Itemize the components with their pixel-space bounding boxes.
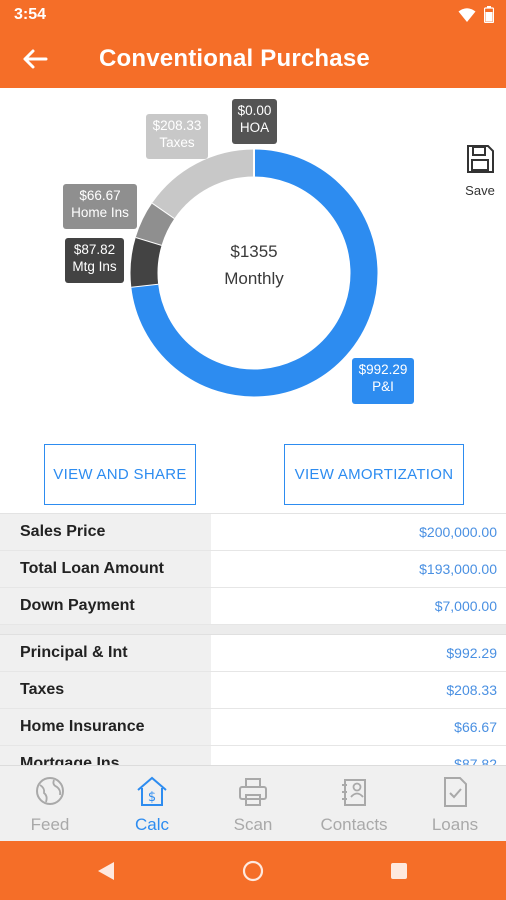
app-bar: Conventional Purchase (0, 30, 506, 88)
row-value: $208.33 (446, 682, 497, 698)
calculator-house-icon: $ (137, 776, 167, 806)
floppy-disk-icon (467, 145, 494, 173)
back-triangle-icon[interactable] (96, 861, 116, 881)
svg-text:$: $ (148, 790, 156, 805)
nav-item-feed[interactable]: Feed (0, 766, 100, 842)
tag-amount: $66.67 (79, 188, 121, 203)
tag-label: Home Ins (71, 205, 129, 220)
status-icons (458, 6, 494, 23)
payment-chart: Save $1355 Monthly $0.00 HOA $208.33 Tax… (0, 88, 506, 428)
recents-square-icon[interactable] (390, 862, 408, 880)
section-divider (0, 625, 506, 635)
tag-amount: $0.00 (237, 103, 272, 118)
row-label: Total Loan Amount (0, 551, 211, 587)
printer-icon (239, 778, 267, 806)
donut-chart (130, 149, 378, 397)
tag-amount: $87.82 (73, 242, 116, 257)
tag-label: Mtg Ins (72, 259, 117, 274)
document-check-icon (444, 777, 467, 807)
system-nav-bar (0, 841, 506, 900)
tag-label: P&I (372, 379, 394, 394)
segment-tag-pi: $992.29 P&I (352, 358, 414, 404)
action-buttons: VIEW AND SHARE VIEW AMORTIZATION (0, 428, 506, 512)
row-label: Home Insurance (0, 709, 211, 745)
table-row: Taxes $208.33 (0, 672, 506, 709)
donut-segment-mtg_ins (130, 237, 162, 287)
monthly-label: Monthly (224, 269, 284, 288)
row-label: Taxes (0, 672, 211, 708)
nav-label: Loans (431, 815, 479, 834)
row-value: $193,000.00 (419, 561, 497, 577)
tag-amount: $208.33 (152, 118, 202, 133)
wifi-icon (458, 7, 476, 22)
nav-label: Feed (30, 815, 70, 834)
row-label: Sales Price (0, 514, 211, 550)
tag-label: Taxes (159, 135, 195, 150)
donut-separator (131, 282, 159, 288)
monthly-total: $1355 (230, 242, 278, 261)
arrow-left-icon (23, 49, 48, 69)
segment-tag-hoa: $0.00 HOA (232, 99, 277, 144)
save-label: Save (465, 183, 495, 198)
status-time: 3:54 (14, 6, 47, 23)
donut-segment-taxes (152, 149, 255, 219)
back-button[interactable] (18, 44, 52, 74)
segment-tag-taxes: $208.33 Taxes (146, 114, 208, 159)
contacts-icon (342, 779, 366, 806)
donut-segment-home_ins (135, 202, 175, 246)
row-value: $200,000.00 (419, 524, 497, 540)
segment-tag-home-ins: $66.67 Home Ins (63, 184, 137, 229)
donut-segment-pi (131, 149, 378, 397)
nav-item-loans[interactable]: Loans (405, 766, 505, 842)
nav-item-contacts[interactable]: Contacts (304, 766, 404, 842)
battery-icon (484, 6, 494, 23)
nav-item-scan[interactable]: Scan (203, 766, 303, 842)
nav-label: Calc (134, 815, 169, 834)
row-value: $992.29 (446, 645, 497, 661)
row-value: $87.82 (454, 756, 497, 765)
row-value: $66.67 (454, 719, 497, 735)
row-label: Mortgage Ins (0, 746, 211, 765)
table-row: Principal & Int $992.29 (0, 635, 506, 672)
globe-icon (36, 777, 64, 805)
segment-tag-mtg-ins: $87.82 Mtg Ins (65, 238, 124, 283)
view-amortization-button[interactable]: VIEW AMORTIZATION (284, 444, 464, 505)
nav-label: Scan (233, 815, 273, 834)
table-row: Sales Price $200,000.00 (0, 514, 506, 551)
row-value: $7,000.00 (434, 598, 497, 614)
save-button[interactable]: Save (458, 144, 502, 200)
table-row: Total Loan Amount $193,000.00 (0, 551, 506, 588)
page-title: Conventional Purchase (99, 45, 370, 72)
loan-summary-table[interactable]: Sales Price $200,000.00 Total Loan Amoun… (0, 513, 506, 765)
view-and-share-button[interactable]: VIEW AND SHARE (44, 444, 196, 505)
table-row: Home Insurance $66.67 (0, 709, 506, 746)
status-bar: 3:54 (0, 0, 506, 30)
tag-amount: $992.29 (358, 362, 408, 377)
bottom-nav: Feed $ Calc Scan Contacts Loans (0, 765, 506, 841)
tag-label: HOA (239, 120, 270, 135)
table-row: Down Payment $7,000.00 (0, 588, 506, 625)
nav-label: Contacts (320, 815, 388, 834)
row-label: Principal & Int (0, 635, 211, 671)
home-circle-icon[interactable] (242, 860, 264, 882)
table-row: Mortgage Ins $87.82 (0, 746, 506, 765)
row-label: Down Payment (0, 588, 211, 624)
nav-item-calc[interactable]: $ Calc (102, 766, 202, 842)
